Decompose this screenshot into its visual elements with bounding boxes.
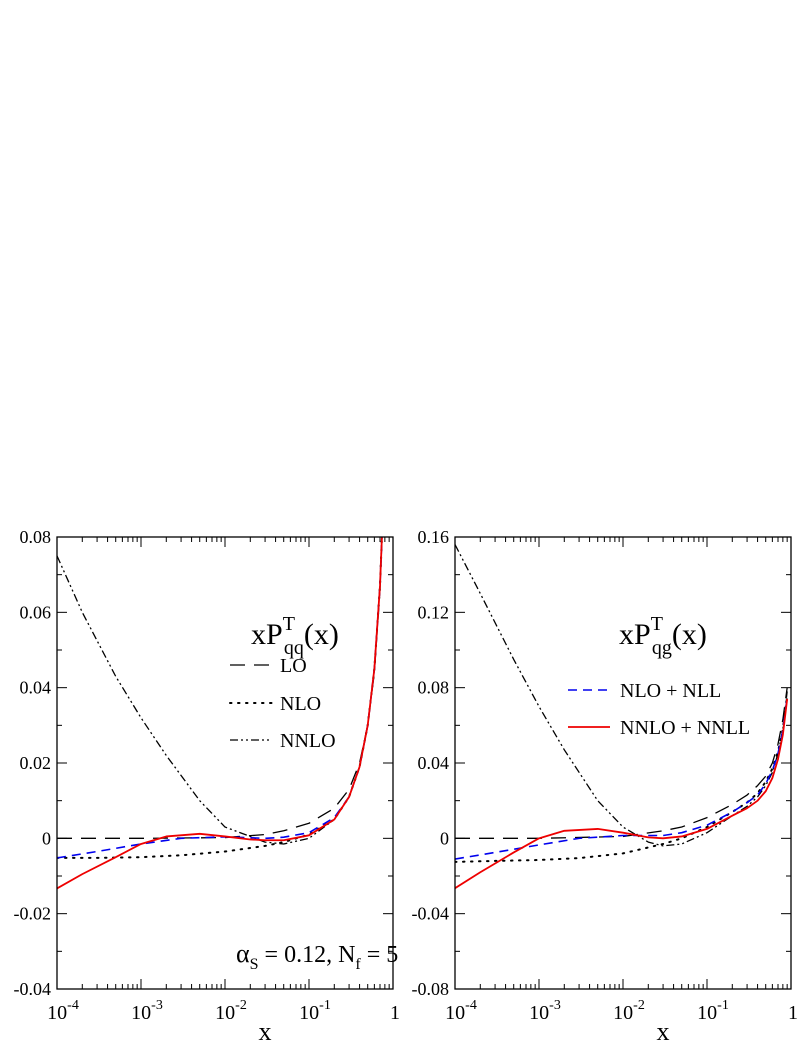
series-line-nlo-nll-qg [455,696,788,860]
legend-qq: LO NLO NNLO [229,655,336,752]
plot-area-qg [455,544,789,890]
series-line-nnlo-qg [455,544,788,847]
series-line-nnlo-nnll-qq [57,537,383,890]
series-line-nlo-qg [455,696,789,863]
axis-ticks-qq [56,536,393,990]
series-line-nnlo-nnll-qg [455,698,789,890]
y-tick-label: 0 [440,828,449,848]
plot-frame-qq [56,536,394,990]
x-tick-label: 1 [390,1002,400,1024]
y-tick-label: -0.04 [412,904,450,924]
series-line-nnlo-qq [57,537,383,845]
legend-label-nnlo-nnll: NNLO + NNLL [620,717,750,739]
x-tick-label: 10-1 [697,998,729,1024]
tick-labels-qq: 10-4 10-3 10-2 10-1 1 -0.04 -0.02 0 0.02 0.04 0.06… [14,527,401,1024]
series-line-nlo-qq [57,537,383,859]
x-tick-label: 10-2 [215,998,247,1024]
series-line-nlo-nll-qq [57,537,383,859]
y-tick-label: -0.02 [14,904,52,924]
x-tick-label: 10-2 [613,998,645,1024]
plot-area-qq [57,537,383,890]
parameter-annotation: αS = 0.12, Nf = 5 [236,939,398,973]
y-tick-label: -0.08 [412,979,450,999]
legend-label-nlo-nll: NLO + NLL [620,680,721,702]
x-tick-label: 10-4 [47,998,79,1024]
legend-label-lo: LO [280,655,307,677]
panel-title-qg: xPT qg(x) [619,613,707,659]
panel-title-qq: xPT qq(x) [251,613,339,659]
x-tick-label: 10-4 [445,998,477,1024]
legend-label-nlo: NLO [280,693,321,715]
y-tick-label: 0 [42,828,51,848]
x-axis-label-qq: x [259,1017,272,1044]
y-tick-label: 0.08 [20,527,52,547]
legend-label-nnlo: NNLO [280,730,336,752]
axis-ticks-qg [454,536,791,990]
series-line-lo-qg [455,687,788,839]
x-tick-label: 1 [788,1002,798,1024]
chart-panel-qg: 10-4 10-3 10-2 10-1 1 -0.08 -0.04 0 0.04 0.08 0.12… [412,527,799,1044]
y-tick-label: 0.12 [418,602,450,622]
y-tick-label: 0.02 [20,753,52,773]
legend-qg: NLO + NLL NNLO + NNLL [568,680,750,739]
y-tick-label: 0.06 [20,602,52,622]
y-tick-label: 0.04 [418,753,450,773]
y-tick-label: 0.08 [418,678,450,698]
x-tick-label: 10-1 [299,998,331,1024]
plot-frame-qg [454,536,792,990]
y-tick-label: 0.04 [20,678,52,698]
x-tick-label: 10-3 [131,998,163,1024]
x-axis-label-qg: x [657,1017,670,1044]
x-tick-label: 10-3 [529,998,561,1024]
y-tick-label: 0.16 [418,527,450,547]
chart-panel-qq: 10-4 10-3 10-2 10-1 1 -0.04 -0.02 0 0.02 0.04 0.06… [14,527,401,1044]
tick-labels-qg: 10-4 10-3 10-2 10-1 1 -0.08 -0.04 0 0.04 0.08 0.12… [412,527,799,1024]
y-tick-label: -0.04 [14,979,52,999]
